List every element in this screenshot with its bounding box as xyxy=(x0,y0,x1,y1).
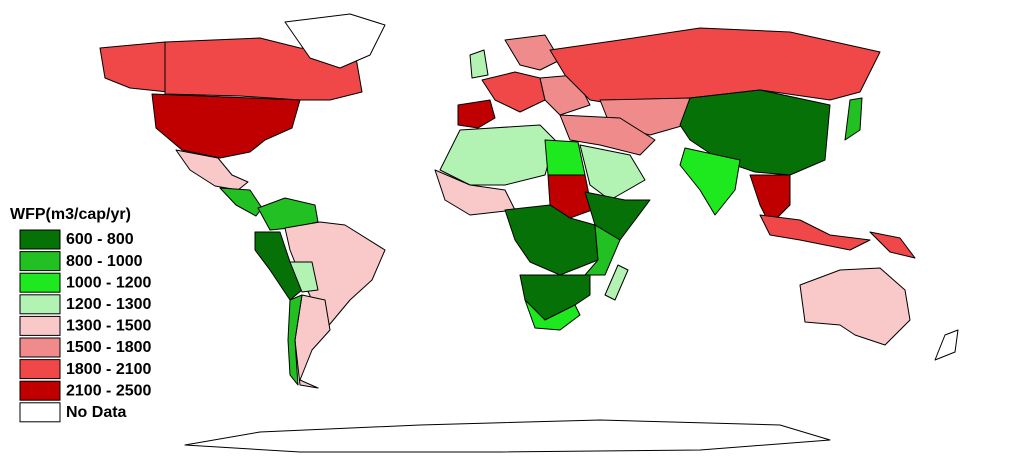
chile xyxy=(287,294,303,386)
legend-swatch xyxy=(19,380,61,401)
legend-label: 1000 - 1200 xyxy=(66,274,152,291)
iberia xyxy=(457,99,496,129)
legend-swatch xyxy=(19,315,61,336)
bolivia xyxy=(289,261,319,293)
legend-swatch xyxy=(19,337,61,358)
india xyxy=(679,147,741,216)
middle-east-north xyxy=(559,114,656,156)
south-africa xyxy=(524,299,581,331)
egypt xyxy=(544,139,586,176)
legend-swatch xyxy=(19,359,61,380)
central-africa xyxy=(504,204,599,276)
legend-label: 1800 - 2100 xyxy=(66,361,152,378)
indonesia xyxy=(759,214,871,251)
argentina xyxy=(294,294,331,389)
legend-label: No Data xyxy=(66,404,127,421)
antarctica xyxy=(184,419,831,453)
peru xyxy=(254,231,303,301)
papua xyxy=(869,231,916,259)
legend-title: WFP(m3/cap/yr) xyxy=(10,206,131,223)
legend-label: 1200 - 1300 xyxy=(66,296,152,313)
china xyxy=(679,89,831,176)
legend-label: 1500 - 1800 xyxy=(66,339,152,356)
central-america xyxy=(219,187,263,217)
legend-label: 800 - 1000 xyxy=(66,253,143,270)
southeast-asia xyxy=(749,174,791,226)
japan xyxy=(844,97,863,141)
greenland xyxy=(284,13,386,69)
usa xyxy=(151,93,301,159)
east-africa xyxy=(584,224,621,276)
north-africa xyxy=(439,124,556,186)
alaska xyxy=(99,41,169,93)
australia xyxy=(799,267,911,346)
new-zealand xyxy=(934,329,959,361)
scandinavia xyxy=(504,34,561,71)
uk xyxy=(469,49,489,79)
arabia xyxy=(579,144,646,201)
legend-swatch xyxy=(19,251,61,272)
mexico xyxy=(175,149,249,191)
legend-swatch xyxy=(19,229,61,250)
sudan xyxy=(547,174,593,219)
legend-label: 2100 - 2500 xyxy=(66,382,152,399)
legend-swatch xyxy=(19,402,61,423)
legend-swatch xyxy=(19,294,61,315)
legend-label: 1300 - 1500 xyxy=(66,318,152,335)
countries xyxy=(99,13,959,453)
horn-of-africa xyxy=(584,191,651,241)
legend: WFP(m3/cap/yr) 600 - 800 800 - 1000 1000 -… xyxy=(10,206,152,423)
legend-swatch xyxy=(19,272,61,293)
russia xyxy=(549,27,881,106)
legend-label: 600 - 800 xyxy=(66,231,134,248)
madagascar xyxy=(604,264,629,301)
